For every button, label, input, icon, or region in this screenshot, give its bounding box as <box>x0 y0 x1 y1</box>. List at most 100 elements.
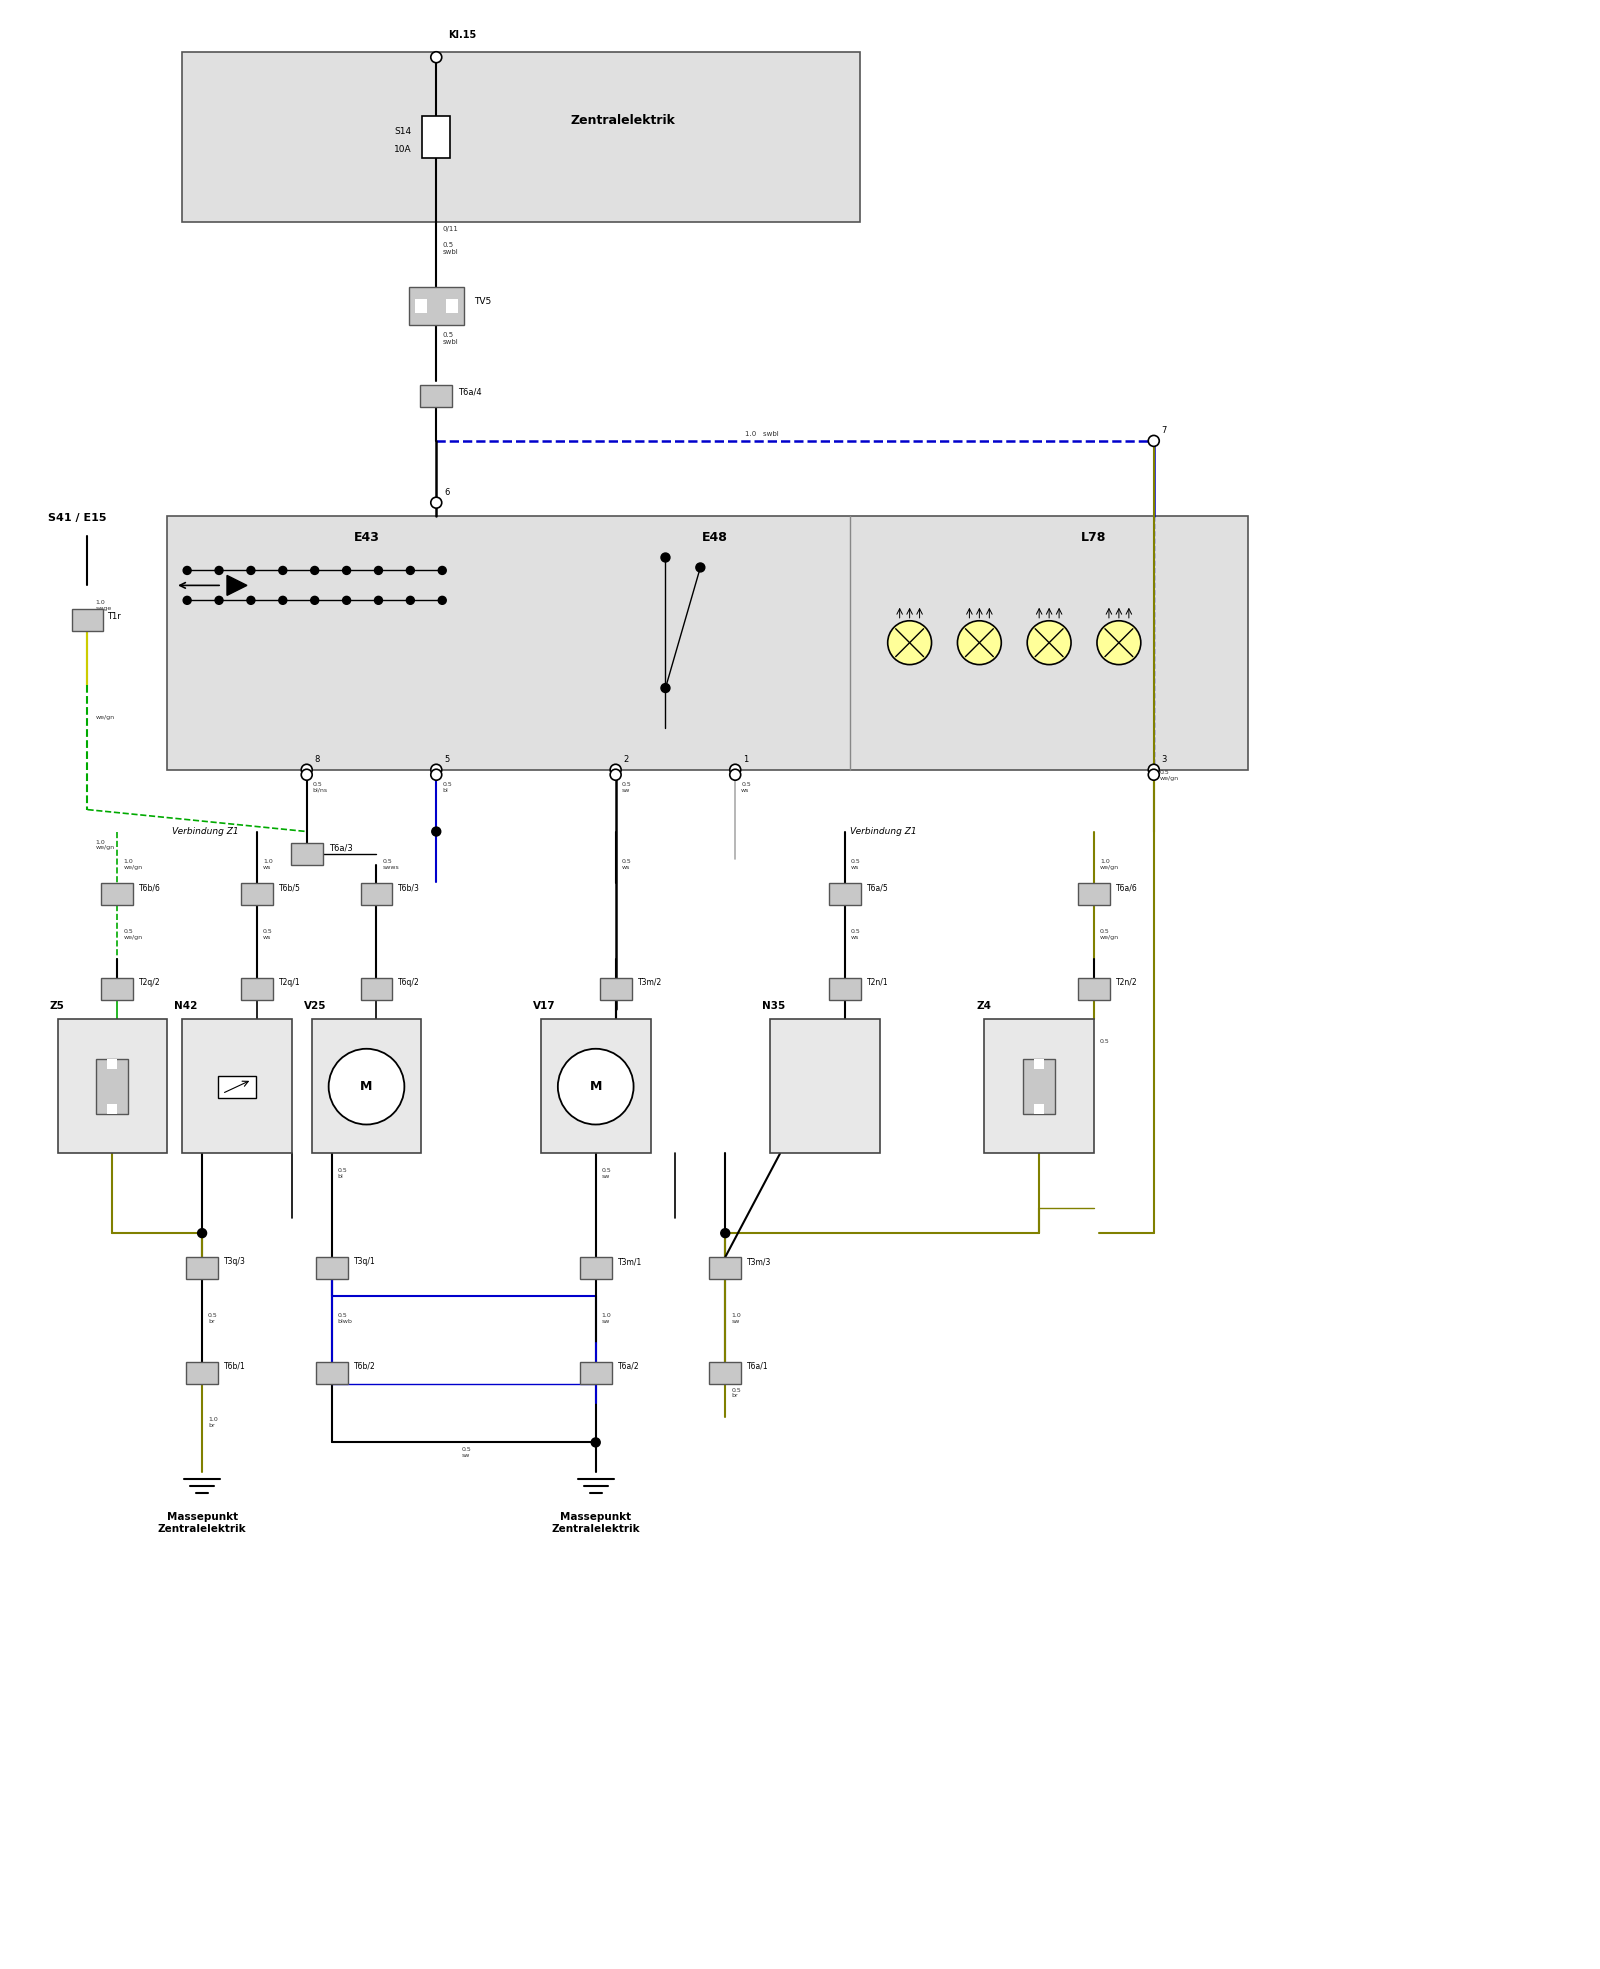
Bar <box>579 1256 611 1280</box>
Circle shape <box>406 567 414 575</box>
Text: 0.5
blwb: 0.5 blwb <box>338 1313 352 1323</box>
Bar <box>1024 1059 1054 1114</box>
Circle shape <box>214 597 222 604</box>
Text: 1.0
ws: 1.0 ws <box>262 858 272 870</box>
Bar <box>96 1059 128 1114</box>
Bar <box>107 1059 117 1069</box>
Text: 0.5
ws: 0.5 ws <box>741 782 750 792</box>
Bar <box>709 1256 741 1280</box>
Text: 7: 7 <box>1162 425 1166 435</box>
Text: T2n/2: T2n/2 <box>1115 979 1138 986</box>
Text: S14: S14 <box>395 128 411 136</box>
Text: 0.5
sw: 0.5 sw <box>622 782 632 792</box>
Circle shape <box>430 498 442 508</box>
Text: 1.0
sw: 1.0 sw <box>731 1313 741 1323</box>
Polygon shape <box>227 575 246 595</box>
Text: 6: 6 <box>445 488 450 496</box>
Text: 2: 2 <box>624 754 629 764</box>
Bar <box>360 979 392 1000</box>
Bar <box>1034 1059 1045 1069</box>
Text: 8: 8 <box>315 754 320 764</box>
Circle shape <box>720 1229 730 1239</box>
Bar <box>107 1105 117 1114</box>
Text: we/gn: we/gn <box>96 715 115 721</box>
Circle shape <box>957 620 1002 666</box>
Text: T3q/1: T3q/1 <box>354 1256 376 1266</box>
Text: L78: L78 <box>1082 530 1107 543</box>
Circle shape <box>342 567 350 575</box>
Circle shape <box>610 764 621 776</box>
Text: T2q/1: T2q/1 <box>278 979 301 986</box>
Circle shape <box>430 764 442 776</box>
Bar <box>101 884 133 906</box>
Bar <box>414 299 427 313</box>
Text: 0.5: 0.5 <box>1099 1040 1110 1044</box>
Text: E43: E43 <box>354 530 379 543</box>
Bar <box>446 299 458 313</box>
Circle shape <box>1027 620 1070 666</box>
Bar <box>218 1075 256 1097</box>
Text: T6a/3: T6a/3 <box>328 843 352 853</box>
Bar <box>421 386 453 408</box>
Bar <box>101 979 133 1000</box>
Circle shape <box>278 597 286 604</box>
Text: 0.5: 0.5 <box>622 1040 632 1044</box>
Circle shape <box>696 563 706 571</box>
Circle shape <box>328 1049 405 1124</box>
Text: Verbindung Z1: Verbindung Z1 <box>173 827 238 837</box>
Circle shape <box>310 567 318 575</box>
Circle shape <box>214 567 222 575</box>
Bar <box>422 116 450 158</box>
Bar <box>984 1018 1094 1154</box>
Text: V25: V25 <box>304 1000 326 1010</box>
Text: T6b/6: T6b/6 <box>139 884 162 892</box>
Text: 0.5
swws: 0.5 swws <box>382 858 400 870</box>
Text: TV5: TV5 <box>474 297 491 305</box>
Bar <box>242 979 274 1000</box>
Text: 0.5
we/gn: 0.5 we/gn <box>1099 929 1118 939</box>
Text: Verbindung Z1: Verbindung Z1 <box>850 827 917 837</box>
Circle shape <box>246 597 254 604</box>
Bar <box>770 1018 880 1154</box>
Bar <box>600 979 632 1000</box>
Text: Z5: Z5 <box>50 1000 64 1010</box>
Text: 0/11: 0/11 <box>442 226 458 232</box>
Text: V17: V17 <box>533 1000 555 1010</box>
Circle shape <box>374 567 382 575</box>
Text: T6a/4: T6a/4 <box>458 388 482 396</box>
Circle shape <box>661 683 670 693</box>
Text: T3m/3: T3m/3 <box>747 1256 771 1266</box>
Text: M: M <box>589 1081 602 1093</box>
Text: 0.5
we/gn: 0.5 we/gn <box>123 929 142 939</box>
Text: T6q/2: T6q/2 <box>398 979 421 986</box>
Circle shape <box>1098 620 1141 666</box>
Text: 0.5
sw: 0.5 sw <box>602 1168 611 1179</box>
Text: 0.5
sw: 0.5 sw <box>461 1447 470 1459</box>
Circle shape <box>661 553 670 561</box>
Circle shape <box>430 770 442 780</box>
Bar <box>315 1256 347 1280</box>
Text: T1r: T1r <box>107 612 122 620</box>
Text: E48: E48 <box>702 530 728 543</box>
Text: 1: 1 <box>742 754 749 764</box>
Bar <box>1078 884 1110 906</box>
Text: T6b/2: T6b/2 <box>354 1363 376 1370</box>
Bar <box>186 1363 218 1384</box>
Text: 1.0
sw: 1.0 sw <box>602 1313 611 1323</box>
Circle shape <box>1149 435 1160 447</box>
Bar <box>315 1363 347 1384</box>
Bar <box>829 979 861 1000</box>
Circle shape <box>182 567 190 575</box>
Circle shape <box>1149 770 1160 780</box>
Text: 0.5: 0.5 <box>262 1040 272 1044</box>
Text: T3q/3: T3q/3 <box>224 1256 246 1266</box>
Bar <box>829 884 861 906</box>
Circle shape <box>438 597 446 604</box>
Text: T6a/5: T6a/5 <box>867 884 888 892</box>
Bar <box>182 1018 291 1154</box>
Text: T6b/1: T6b/1 <box>224 1363 246 1370</box>
Bar <box>58 1018 168 1154</box>
Circle shape <box>374 597 382 604</box>
Bar <box>312 1018 421 1154</box>
Circle shape <box>406 597 414 604</box>
